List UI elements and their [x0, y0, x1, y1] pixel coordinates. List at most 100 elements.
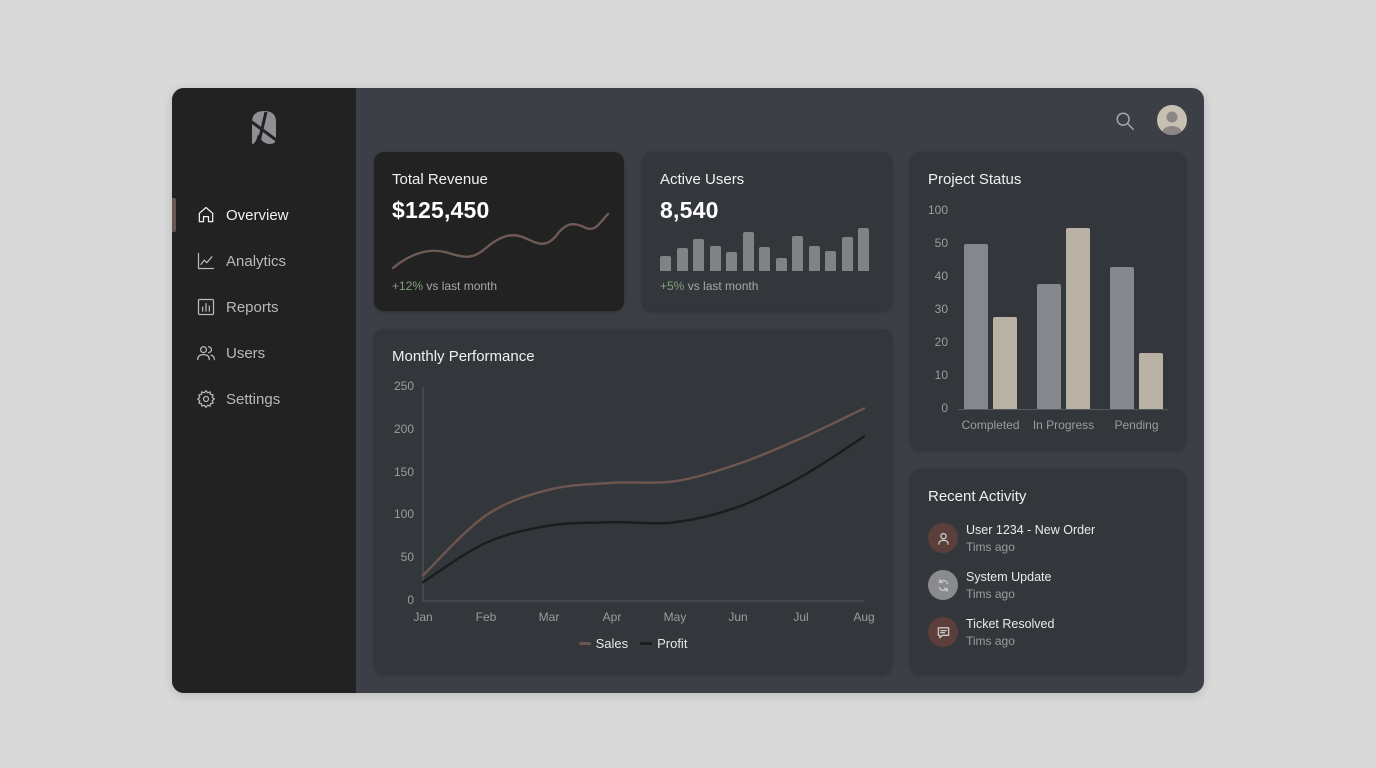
- x-tick-label: Feb: [475, 610, 497, 624]
- card-title: Active Users: [660, 171, 745, 188]
- activity-time: Tims ago: [966, 586, 1015, 601]
- sparkbar: [759, 247, 770, 271]
- dashboard-window: Overview Analytics Reports Users Setting…: [172, 88, 1204, 693]
- users-delta: +5% vs last month: [660, 279, 759, 293]
- active-users-value: 8,540: [660, 197, 719, 223]
- legend-label: Profit: [657, 636, 688, 651]
- brand-logo-icon: [248, 111, 280, 147]
- user-avatar[interactable]: [1157, 105, 1187, 135]
- sparkbar: [742, 232, 754, 271]
- project-status-bar: [1139, 352, 1163, 409]
- sidebar: Overview Analytics Reports Users Setting…: [172, 88, 356, 693]
- project-status-baseline: [958, 409, 1168, 410]
- report-icon: [197, 298, 215, 316]
- y-tick-label: 0: [407, 593, 414, 607]
- sparkbar: [726, 252, 737, 271]
- active-users-sparkbars: [660, 226, 876, 271]
- x-tick-label: In Progress: [1032, 418, 1095, 432]
- sidebar-item-label: Reports: [226, 298, 279, 316]
- x-tick-label: May: [663, 610, 687, 624]
- sidebar-item-label: Settings: [226, 390, 281, 408]
- sidebar-item-reports[interactable]: Reports: [172, 284, 356, 330]
- search-icon[interactable]: [1114, 110, 1136, 132]
- total-revenue-card: Total Revenue $125,450 +12% vs last mont…: [374, 152, 624, 311]
- card-title: Project Status: [928, 171, 1022, 188]
- recent-activity-card: Recent Activity User 1234 - New Order Tim…: [910, 469, 1186, 674]
- y-tick-label: 200: [393, 421, 414, 436]
- project-status-bar: [1066, 227, 1090, 409]
- project-status-bar: [1110, 267, 1134, 409]
- activity-title: System Update: [966, 569, 1052, 584]
- y-tick-label: 0: [941, 401, 948, 415]
- revenue-sparkline: [391, 212, 610, 270]
- sparkbar: [792, 236, 803, 271]
- activity-title: User 1234 - New Order: [966, 522, 1096, 537]
- sidebar-item-users[interactable]: Users: [172, 330, 356, 376]
- y-tick-label: 40: [934, 269, 948, 283]
- y-tick-label: 20: [934, 335, 948, 349]
- monthly-legend: Sales Profit: [374, 636, 892, 651]
- activity-icon-badge: [928, 570, 958, 600]
- activity-item[interactable]: User 1234 - New Order Tims ago: [928, 521, 1095, 555]
- sidebar-item-label: Users: [226, 344, 266, 362]
- main-content: Total Revenue $125,450 +12% vs last mont…: [356, 88, 1204, 693]
- user-icon: [937, 532, 949, 545]
- project-status-card: Project Status 0 10 20 30 40 50 100 Completed I…: [910, 152, 1186, 450]
- sparkbar: [808, 246, 820, 271]
- legend-label: Sales: [595, 636, 629, 651]
- users-icon: [197, 346, 215, 361]
- y-tick-label: 50: [400, 550, 414, 565]
- sidebar-item-label: Analytics: [226, 252, 287, 270]
- legend-swatch: [640, 642, 653, 645]
- sparkbar: [693, 239, 704, 271]
- x-tick-label: Jun: [728, 610, 748, 624]
- x-tick-label: Mar: [538, 610, 560, 624]
- refresh-icon: [938, 578, 948, 592]
- gear-icon: [197, 390, 215, 408]
- x-tick-label: Pending: [1114, 418, 1159, 432]
- project-status-bar: [993, 316, 1017, 409]
- x-tick-label: Aug: [853, 610, 875, 624]
- activity-title: Ticket Resolved: [966, 616, 1055, 631]
- y-tick-label: 100: [927, 203, 948, 217]
- card-title: Recent Activity: [928, 488, 1027, 505]
- sparkbar: [775, 258, 787, 271]
- y-tick-label: 100: [393, 507, 414, 522]
- sparkbar: [825, 251, 836, 271]
- y-tick-label: 250: [393, 379, 414, 393]
- y-tick-label: 150: [393, 464, 414, 479]
- sparkbar: [709, 246, 721, 271]
- activity-icon-badge: [928, 523, 958, 553]
- x-tick-label: Completed: [961, 418, 1020, 432]
- monthly-performance-card: Monthly Performance 0 50 100 150 200 250 Jan F…: [374, 329, 892, 674]
- activity-item[interactable]: Ticket Resolved Tims ago: [928, 615, 1054, 649]
- sidebar-item-overview[interactable]: Overview: [172, 192, 356, 238]
- sales-line: [421, 407, 866, 577]
- sidebar-item-label: Overview: [226, 206, 289, 224]
- chat-icon: [937, 626, 949, 638]
- sidebar-nav: Overview Analytics Reports Users Setting…: [172, 192, 356, 422]
- activity-time: Tims ago: [966, 539, 1015, 554]
- avatar-person-icon: [1162, 111, 1182, 135]
- activity-item[interactable]: System Update Tims ago: [928, 568, 1051, 602]
- sparkbar: [858, 228, 869, 271]
- sparkbar: [660, 256, 671, 271]
- y-tick-label: 10: [934, 368, 948, 382]
- card-title: Total Revenue: [392, 171, 488, 188]
- x-tick-label: Apr: [602, 610, 622, 624]
- legend-swatch: [578, 642, 591, 645]
- activity-icon-badge: [928, 617, 958, 647]
- sparkbar: [841, 237, 853, 271]
- line-chart-icon: [197, 252, 215, 270]
- legend-item-sales[interactable]: Sales: [578, 636, 629, 651]
- sidebar-item-analytics[interactable]: Analytics: [172, 238, 356, 284]
- activity-time: Tims ago: [966, 633, 1015, 648]
- sidebar-item-settings[interactable]: Settings: [172, 376, 356, 422]
- card-title: Monthly Performance: [392, 348, 535, 365]
- y-tick-label: 30: [934, 302, 948, 316]
- active-users-card: Active Users 8,540 +5% vs last month: [642, 152, 892, 311]
- legend-item-profit[interactable]: Profit: [640, 636, 687, 651]
- home-icon: [198, 206, 214, 223]
- revenue-delta: +12% vs last month: [392, 279, 498, 293]
- profit-line: [421, 435, 866, 584]
